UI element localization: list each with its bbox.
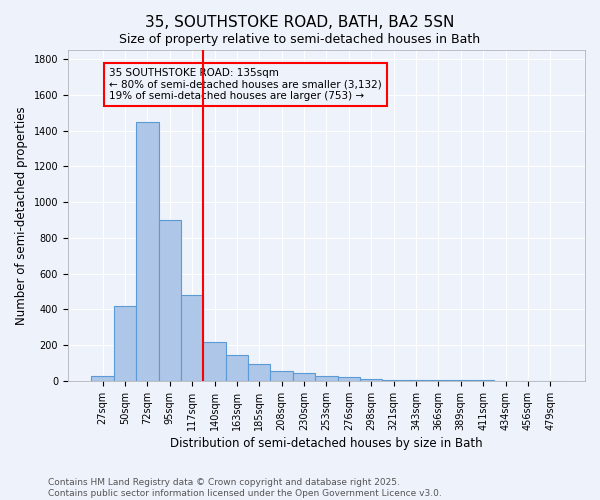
Bar bbox=[405, 380, 427, 381]
Y-axis label: Number of semi-detached properties: Number of semi-detached properties bbox=[15, 106, 28, 325]
Text: Contains HM Land Registry data © Crown copyright and database right 2025.
Contai: Contains HM Land Registry data © Crown c… bbox=[48, 478, 442, 498]
Bar bbox=[315, 376, 338, 381]
Bar bbox=[427, 380, 449, 381]
Bar bbox=[382, 380, 405, 381]
Bar bbox=[114, 306, 136, 381]
Bar bbox=[136, 122, 158, 381]
Bar bbox=[360, 379, 382, 381]
Bar bbox=[158, 220, 181, 381]
Bar bbox=[293, 373, 315, 381]
Text: 35 SOUTHSTOKE ROAD: 135sqm
← 80% of semi-detached houses are smaller (3,132)
19%: 35 SOUTHSTOKE ROAD: 135sqm ← 80% of semi… bbox=[109, 68, 382, 101]
Bar bbox=[181, 295, 203, 381]
Bar bbox=[226, 355, 248, 381]
Text: 35, SOUTHSTOKE ROAD, BATH, BA2 5SN: 35, SOUTHSTOKE ROAD, BATH, BA2 5SN bbox=[145, 15, 455, 30]
Bar bbox=[91, 376, 114, 381]
Text: Size of property relative to semi-detached houses in Bath: Size of property relative to semi-detach… bbox=[119, 32, 481, 46]
X-axis label: Distribution of semi-detached houses by size in Bath: Distribution of semi-detached houses by … bbox=[170, 437, 483, 450]
Bar bbox=[449, 380, 472, 381]
Bar bbox=[203, 342, 226, 381]
Bar bbox=[338, 378, 360, 381]
Bar bbox=[472, 380, 494, 381]
Bar bbox=[271, 371, 293, 381]
Bar bbox=[248, 364, 271, 381]
